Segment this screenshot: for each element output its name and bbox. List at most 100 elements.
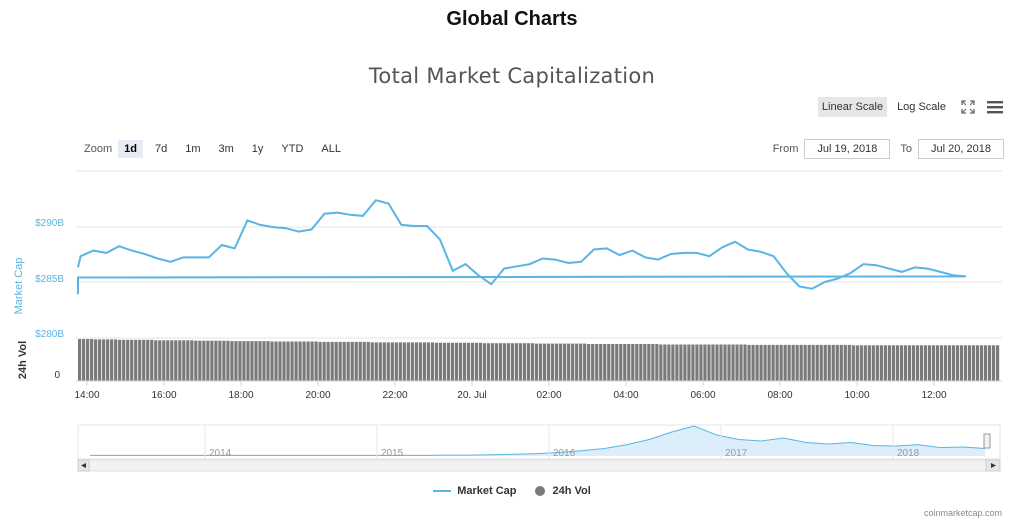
zoom-all-button[interactable]: ALL bbox=[321, 143, 341, 155]
legend-market-cap-label: Market Cap bbox=[457, 485, 517, 497]
volume-bar bbox=[274, 341, 278, 381]
volume-bar bbox=[671, 344, 675, 381]
volume-bar bbox=[434, 342, 438, 381]
volume-bar bbox=[583, 343, 587, 381]
volume-bar bbox=[651, 344, 655, 381]
volume-bar bbox=[522, 343, 527, 381]
volume-bar bbox=[398, 342, 402, 381]
volume-bar bbox=[426, 342, 430, 381]
volume-bar bbox=[234, 341, 238, 381]
to-label: To bbox=[900, 143, 912, 155]
zoom-1d-button[interactable]: 1d bbox=[118, 140, 143, 158]
volume-bar bbox=[166, 340, 170, 381]
zoom-1y-button[interactable]: 1y bbox=[251, 143, 264, 155]
volume-bar bbox=[595, 344, 599, 381]
volume-bar bbox=[126, 339, 130, 381]
zoom-7d-button[interactable]: 7d bbox=[154, 143, 168, 155]
volume-bar bbox=[891, 345, 895, 381]
volume-bar bbox=[162, 340, 166, 381]
volume-bar bbox=[278, 341, 282, 381]
scale-toolbar: Linear Scale Log Scale bbox=[817, 97, 1004, 117]
volume-bar bbox=[699, 344, 703, 381]
x-tick-label: 12:00 bbox=[921, 390, 946, 401]
volume-bar bbox=[987, 345, 992, 381]
volume-bar bbox=[462, 342, 467, 381]
zoom-1m-button[interactable]: 1m bbox=[185, 143, 201, 155]
linear-scale-button[interactable]: Linear Scale bbox=[817, 97, 888, 117]
volume-bar bbox=[114, 339, 118, 381]
volume-bar bbox=[543, 343, 547, 381]
volume-bar bbox=[647, 344, 651, 381]
volume-bar bbox=[238, 341, 242, 381]
volume-bar bbox=[218, 340, 222, 381]
volume-bar bbox=[206, 340, 210, 381]
volume-bar bbox=[735, 344, 739, 381]
to-date-input[interactable]: Jul 20, 2018 bbox=[918, 139, 1004, 159]
volume-bar bbox=[839, 344, 843, 381]
navigator-handle bbox=[983, 433, 991, 449]
volume-bar bbox=[775, 344, 779, 381]
volume-bar bbox=[871, 345, 875, 381]
volume-bar bbox=[663, 344, 667, 381]
volume-bar bbox=[715, 344, 719, 381]
volume-bar bbox=[635, 344, 639, 381]
volume-bar bbox=[402, 342, 406, 381]
navigator-frame bbox=[77, 424, 1001, 460]
legend-market-cap[interactable]: Market Cap bbox=[433, 485, 516, 497]
scroll-right-button bbox=[985, 459, 1001, 472]
volume-bar bbox=[879, 345, 883, 381]
volume-bar bbox=[438, 342, 442, 381]
volume-bar bbox=[903, 345, 907, 381]
volume-bar bbox=[302, 341, 306, 381]
volume-bar bbox=[210, 340, 214, 381]
x-axis-ticks: 14:00 16:00 18:00 20:00 22:00 20. Jul 02:00 04:… bbox=[74, 381, 947, 401]
volume-bar bbox=[591, 344, 595, 381]
zoom-3m-button[interactable]: 3m bbox=[218, 143, 234, 155]
volume-bar bbox=[695, 344, 699, 381]
credits[interactable]: coinmarketcap.com bbox=[923, 508, 1002, 518]
volume-bar bbox=[919, 345, 924, 381]
x-tick-label: 04:00 bbox=[613, 390, 638, 401]
volume-bar bbox=[863, 345, 867, 381]
page-heading: Global Charts bbox=[446, 8, 578, 30]
navigator[interactable]: 2014 2015 2016 2017 2018 bbox=[77, 424, 1001, 472]
volume-bar bbox=[967, 345, 972, 381]
volume-bar bbox=[931, 345, 936, 381]
volume-bar bbox=[342, 341, 346, 381]
volume-bar bbox=[198, 340, 202, 381]
hamburger-menu-icon[interactable] bbox=[986, 99, 1004, 115]
volume-bar bbox=[659, 344, 663, 381]
expand-icon[interactable] bbox=[960, 99, 976, 115]
volume-bar bbox=[490, 343, 495, 381]
volume-bar bbox=[607, 344, 611, 381]
legend-volume[interactable]: 24h Vol bbox=[534, 485, 591, 497]
volume-bar bbox=[951, 345, 956, 381]
volume-bar bbox=[386, 342, 390, 381]
volume-bar bbox=[691, 344, 695, 381]
volume-bar bbox=[559, 343, 563, 381]
volume-bar bbox=[482, 343, 487, 381]
chart-title: Total Market Capitalization bbox=[368, 64, 656, 88]
navigator-year-label: 2014 bbox=[209, 448, 232, 459]
x-tick-label: 10:00 bbox=[844, 390, 869, 401]
volume-bar bbox=[947, 345, 952, 381]
zoom-ytd-button[interactable]: YTD bbox=[281, 143, 304, 155]
volume-bar bbox=[791, 344, 795, 381]
volume-bar bbox=[194, 340, 198, 381]
grid-lines bbox=[76, 170, 1002, 339]
volume-bar bbox=[294, 341, 298, 381]
zoom-label: Zoom bbox=[84, 143, 113, 155]
volume-bar bbox=[458, 342, 463, 381]
volume-bar bbox=[727, 344, 731, 381]
volume-bar bbox=[807, 344, 811, 381]
volume-bar bbox=[915, 345, 920, 381]
volume-bar bbox=[506, 343, 511, 381]
volume-bar bbox=[534, 343, 539, 381]
navigator-year-label: 2016 bbox=[553, 448, 576, 459]
volume-bar bbox=[599, 344, 603, 381]
log-scale-button[interactable]: Log Scale bbox=[897, 101, 946, 113]
volume-bar bbox=[707, 344, 711, 381]
volume-bar bbox=[783, 344, 787, 381]
volume-bar bbox=[314, 341, 318, 381]
from-date-input[interactable]: Jul 19, 2018 bbox=[804, 139, 891, 159]
